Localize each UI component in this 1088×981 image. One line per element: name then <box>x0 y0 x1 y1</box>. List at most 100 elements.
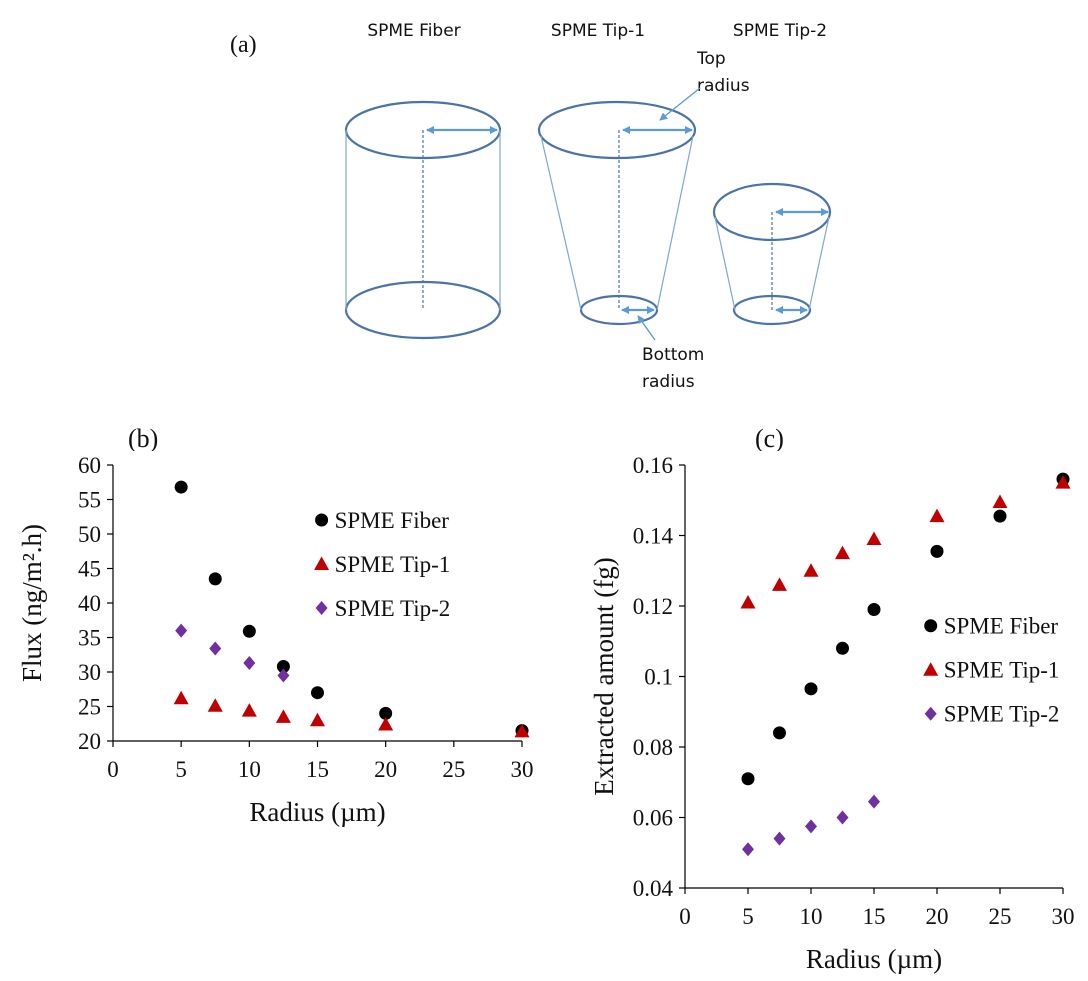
point <box>174 480 188 494</box>
point <box>803 563 819 577</box>
x-axis-title: Radius (µm) <box>249 797 385 827</box>
shape-title: SPME Tip-1 <box>551 21 645 41</box>
legend-label: SPME Tip-2 <box>335 596 451 621</box>
point <box>805 819 817 834</box>
x-tick-label: 10 <box>238 757 261 782</box>
legend-marker <box>923 662 939 676</box>
y-tick-label: 0.1 <box>644 665 673 690</box>
y-tick-label: 0.14 <box>633 524 674 549</box>
point <box>242 624 256 638</box>
annotation: radius <box>642 372 695 392</box>
ellipse <box>732 294 812 326</box>
point <box>175 623 188 638</box>
legend-marker <box>924 619 938 633</box>
point <box>866 531 882 546</box>
point <box>277 668 290 683</box>
x-tick-label: 15 <box>863 904 886 929</box>
y-tick-label: 0.12 <box>633 594 673 619</box>
x-tick-label: 20 <box>374 757 397 782</box>
side <box>656 135 694 311</box>
point <box>772 577 787 591</box>
panel-a: (a) SPME Fiber SPME Tip-1 SPME Tip-2 Top… <box>230 21 832 392</box>
point <box>243 656 256 671</box>
point <box>742 842 754 857</box>
point <box>773 831 786 846</box>
legend-marker <box>924 706 937 721</box>
legend-label: SPME Tip-1 <box>335 552 451 577</box>
point <box>276 659 290 673</box>
y-axis-title: Extracted amount (fg) <box>589 557 619 795</box>
point <box>835 545 850 560</box>
y-tick-label: 0.04 <box>633 876 674 901</box>
x-tick-label: 5 <box>175 757 187 782</box>
legend-label: SPME Fiber <box>944 614 1059 639</box>
legend-marker <box>315 601 328 615</box>
y-tick-label: 45 <box>78 557 101 582</box>
point <box>740 594 756 609</box>
point <box>378 716 394 731</box>
point <box>773 726 786 740</box>
annotation: Top <box>696 49 726 69</box>
y-tick-label: 50 <box>78 522 101 547</box>
point <box>929 508 945 523</box>
x-tick-label: 30 <box>511 757 534 782</box>
y-tick-label: 35 <box>78 626 101 651</box>
point <box>173 690 189 705</box>
x-tick-label: 25 <box>989 904 1012 929</box>
y-tick-label: 0.06 <box>633 806 673 831</box>
panel-label: (c) <box>755 424 784 453</box>
side <box>540 135 582 311</box>
legend-marker <box>315 513 329 527</box>
pointer <box>659 87 701 121</box>
annotation: Bottom <box>642 345 704 365</box>
point <box>741 772 755 786</box>
x-tick-label: 0 <box>107 757 119 782</box>
point <box>868 794 880 809</box>
legend-label: SPME Tip-2 <box>944 702 1060 727</box>
x-tick-label: 20 <box>926 904 949 929</box>
point <box>207 698 223 712</box>
y-tick-label: 0.08 <box>633 735 673 760</box>
panel-label-mask <box>123 451 183 465</box>
point <box>804 682 818 696</box>
legend-label: SPME Tip-1 <box>944 658 1060 683</box>
legend-label: SPME Fiber <box>335 508 450 533</box>
point <box>209 641 222 656</box>
y-tick-label: 40 <box>78 591 101 616</box>
point <box>836 641 849 655</box>
point <box>992 494 1008 509</box>
panel-label: (b) <box>128 424 158 453</box>
panel-label-mask <box>750 451 810 465</box>
x-tick-label: 5 <box>742 904 754 929</box>
y-tick-label: 55 <box>78 488 101 513</box>
point <box>993 509 1007 523</box>
legend-marker <box>314 556 330 570</box>
y-tick-label: 30 <box>78 660 101 685</box>
pointer <box>637 315 656 341</box>
x-tick-label: 10 <box>800 904 823 929</box>
annotation: radius <box>697 76 750 96</box>
point <box>311 686 324 700</box>
y-tick-label: 25 <box>78 695 101 720</box>
y-tick-label: 0.16 <box>633 453 673 478</box>
x-tick-label: 30 <box>1052 904 1075 929</box>
point <box>1055 475 1071 489</box>
side <box>808 216 830 311</box>
point <box>379 706 393 720</box>
point <box>208 572 222 586</box>
shape-title: SPME Tip-2 <box>733 21 827 41</box>
x-tick-label: 0 <box>679 904 691 929</box>
chart: (c) 0.04 0.06 0.08 0.1 0.12 0.14 0.16 0 5 10 15 20 25… <box>589 424 1075 974</box>
point <box>867 603 881 617</box>
point <box>930 544 944 558</box>
chart: (b) 20 25 30 35 40 45 50 55 60 0 5 10 15 20 25 30 Radius … <box>17 424 534 827</box>
x-tick-label: 25 <box>442 757 465 782</box>
point <box>275 709 291 723</box>
ellipse <box>537 100 697 160</box>
x-tick-label: 15 <box>306 757 329 782</box>
point <box>241 703 257 717</box>
shape-title: SPME Fiber <box>367 21 460 41</box>
x-axis-title: Radius (µm) <box>806 944 942 974</box>
y-tick-label: 60 <box>78 453 101 478</box>
